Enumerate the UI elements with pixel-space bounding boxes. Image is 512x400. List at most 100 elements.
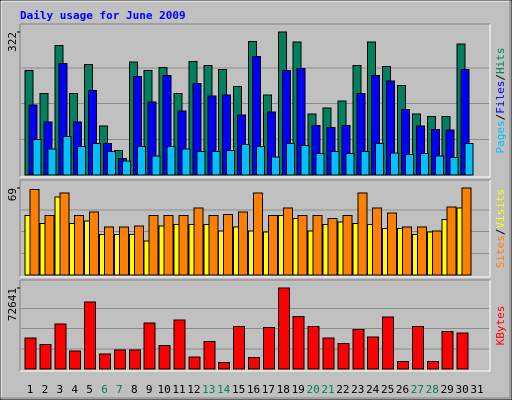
bar (345, 153, 355, 176)
bar (300, 145, 310, 176)
bar (133, 225, 144, 276)
legend: KBytes (494, 306, 507, 346)
bar (270, 156, 280, 176)
bar (449, 157, 459, 176)
x-tick-label: 3 (56, 383, 63, 396)
bar (277, 287, 290, 370)
bar (256, 146, 265, 176)
bar (92, 142, 102, 176)
bar (163, 215, 174, 276)
bar (327, 217, 338, 276)
bar (292, 315, 305, 370)
bar (330, 150, 340, 176)
bar (24, 337, 37, 370)
x-tick-label: 24 (366, 383, 380, 396)
plot-area (20, 280, 490, 371)
bar (104, 226, 114, 276)
bar (113, 349, 126, 370)
bar (434, 155, 444, 176)
x-tick-label: 6 (101, 383, 108, 396)
legend: Sites/Visits (494, 189, 507, 269)
bar (77, 146, 87, 176)
bar (39, 344, 52, 370)
bar (375, 142, 385, 176)
bar (226, 150, 236, 176)
x-tick-label: 8 (131, 383, 138, 396)
y-max-label: 322 (6, 32, 19, 52)
legend-entry: KBytes (494, 306, 507, 346)
bar (211, 150, 221, 176)
x-tick-label: 29 (441, 383, 454, 396)
bar (253, 192, 263, 276)
x-tick-label: 30 (455, 383, 468, 396)
bar (196, 150, 206, 176)
bar (372, 207, 383, 276)
x-tick-label: 16 (247, 383, 260, 396)
bar (315, 153, 325, 176)
x-tick-label: 28 (426, 383, 439, 396)
legend-entry: Files (494, 81, 507, 114)
bar (322, 337, 335, 370)
bar (203, 341, 216, 370)
bar (208, 215, 219, 276)
bar (69, 350, 82, 370)
bar (151, 155, 161, 176)
bar (29, 188, 40, 276)
bar (121, 160, 131, 176)
x-tick-label: 4 (71, 383, 78, 396)
bar (282, 207, 293, 276)
bar (54, 323, 67, 370)
y-max-label: 69 (6, 188, 19, 201)
bar (248, 357, 260, 370)
bar (390, 152, 400, 176)
bar (411, 326, 424, 370)
bar (59, 192, 70, 276)
x-tick-label: 17 (262, 383, 275, 396)
legend: Pages/Files/Hits (494, 48, 507, 154)
bar (148, 215, 159, 276)
bar (158, 344, 171, 370)
bar (387, 212, 398, 276)
legend-entry: Pages (494, 120, 507, 153)
bar (128, 349, 141, 370)
bar (419, 153, 429, 176)
bar (446, 206, 457, 276)
bar (166, 146, 176, 176)
bar (223, 213, 234, 276)
bar (441, 330, 454, 370)
bar (74, 215, 85, 276)
bar (337, 343, 350, 370)
bar (262, 327, 275, 370)
x-tick-label: 13 (202, 383, 215, 396)
x-tick-label: 10 (157, 383, 170, 396)
bar (238, 211, 249, 276)
bar (107, 150, 116, 176)
bar (285, 142, 295, 176)
bar (352, 328, 365, 370)
bar (267, 215, 278, 276)
bar (297, 215, 308, 276)
x-tick-label: 21 (321, 383, 334, 396)
legend-separator: / (494, 114, 507, 121)
x-tick-label: 19 (292, 383, 305, 396)
bar (402, 226, 412, 276)
bar (367, 336, 380, 370)
bar (44, 215, 55, 276)
bar (62, 135, 72, 176)
bar (193, 207, 204, 276)
bar (241, 143, 251, 176)
legend-entry: Hits (494, 48, 507, 75)
bar (461, 187, 472, 276)
bar (405, 154, 414, 176)
x-tick-label: 11 (172, 383, 185, 396)
bar (178, 215, 189, 276)
x-tick-label: 5 (86, 383, 93, 396)
x-tick-label: 18 (277, 383, 290, 396)
legend-entry: Sites (494, 235, 507, 268)
bar (143, 322, 156, 370)
bar (307, 326, 320, 370)
x-tick-label: 7 (116, 383, 123, 396)
bar (118, 226, 129, 276)
bar (360, 150, 370, 176)
